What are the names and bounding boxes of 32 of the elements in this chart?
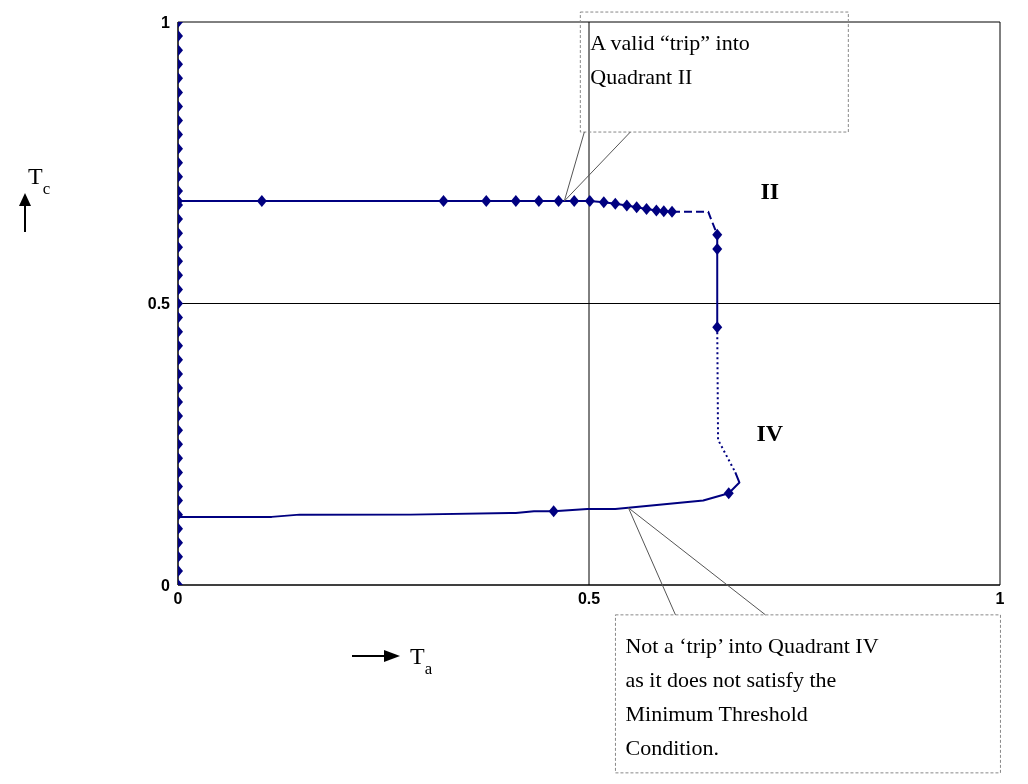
point [723, 487, 734, 500]
point [621, 199, 632, 212]
y-tick-label: 1 [161, 13, 171, 31]
y-tick-label: 0 [161, 576, 171, 594]
point [598, 196, 609, 209]
point [481, 195, 492, 208]
point [510, 195, 521, 208]
x-tick-label: 1 [995, 590, 1005, 608]
y-axis-title: T$_{c}$ [28, 163, 51, 198]
point [548, 505, 559, 518]
x-tick-label: 0 [173, 590, 183, 608]
point [438, 195, 449, 208]
point [553, 195, 564, 208]
x-tick-label: 0.5 [577, 590, 601, 608]
point [584, 195, 595, 208]
y-tick-label: 0.5 [147, 295, 171, 313]
annotation: II [760, 177, 780, 205]
point [631, 201, 642, 214]
x-axis-title: T$_{a}$ [410, 643, 433, 678]
point [712, 242, 723, 255]
point [641, 202, 652, 215]
point [667, 205, 678, 218]
point [712, 321, 723, 334]
point [651, 204, 662, 217]
point [569, 195, 580, 208]
point [712, 228, 723, 241]
point [610, 197, 621, 210]
point [533, 195, 544, 208]
point [658, 205, 669, 218]
annotation: IV [756, 419, 784, 447]
text: Not a ‘trip’ into Quadrant IV as it does not satisfy the Minimum Threshold Condition. [625, 631, 880, 762]
annotation: A valid “trip” into Quadrant II [590, 29, 751, 92]
